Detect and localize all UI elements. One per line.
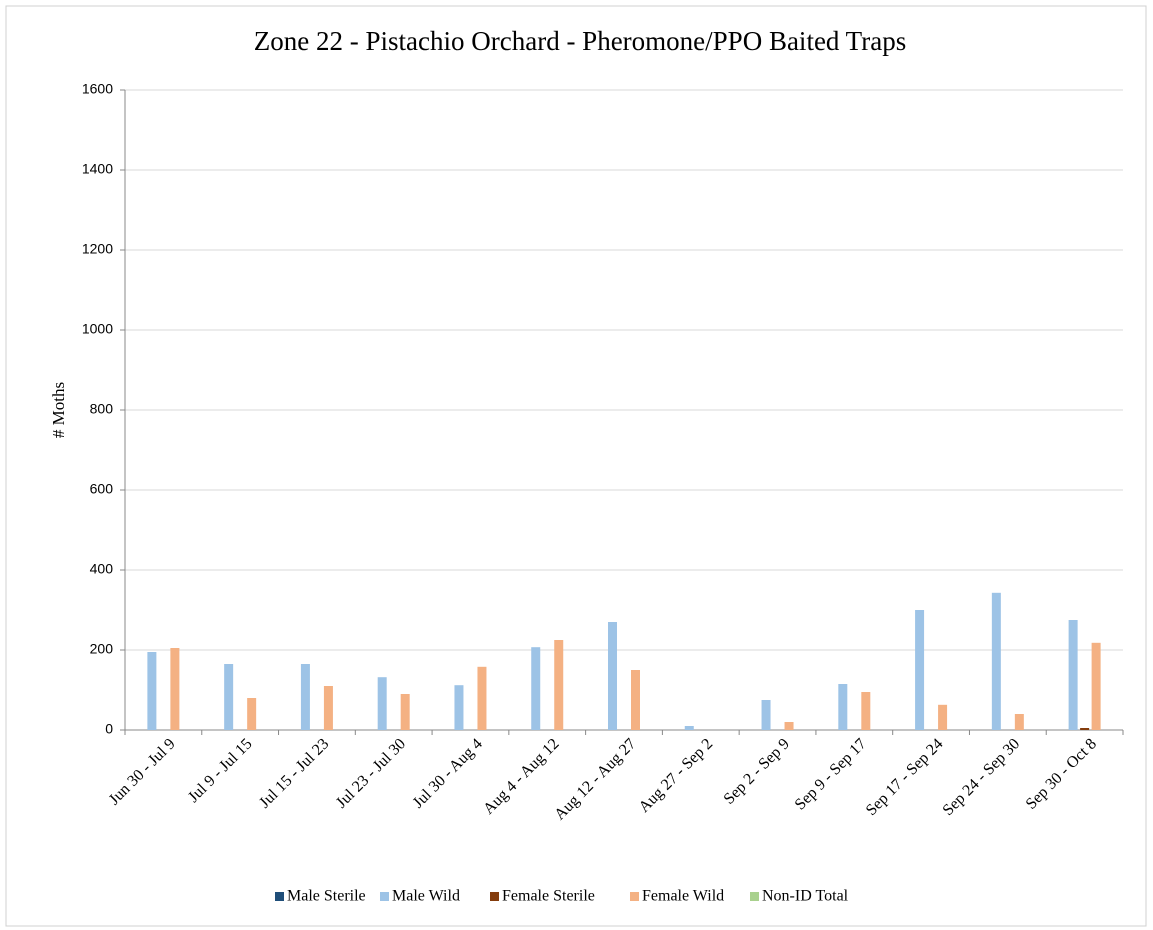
bar [1068, 620, 1078, 730]
legend-label: Female Wild [642, 888, 724, 905]
bar [861, 692, 871, 730]
bar [761, 700, 771, 730]
y-tick-label: 400 [90, 561, 114, 577]
bar [554, 640, 564, 730]
bar [224, 664, 234, 730]
legend-label: Non-ID Total [762, 888, 849, 905]
bar [477, 666, 487, 730]
legend-label: Male Sterile [287, 888, 366, 905]
bar [531, 647, 541, 730]
bar [147, 652, 157, 730]
bar [991, 592, 1001, 730]
y-tick-label: 200 [90, 641, 114, 657]
bar [631, 670, 640, 730]
bar [838, 684, 848, 730]
bar [784, 722, 794, 730]
y-tick-label: 600 [90, 481, 114, 497]
bar [377, 677, 387, 730]
legend-label: Female Sterile [502, 888, 595, 905]
legend-swatch [630, 892, 639, 901]
chart-title: Zone 22 - Pistachio Orchard - Pheromone/… [254, 26, 906, 56]
legend-swatch [275, 892, 284, 901]
bar [684, 726, 694, 730]
legend-swatch [380, 892, 389, 901]
y-tick-label: 0 [105, 721, 113, 737]
y-axis-label: # Moths [49, 382, 68, 438]
bar [247, 698, 257, 730]
bar [1091, 642, 1101, 730]
y-tick-label: 1400 [82, 161, 113, 177]
y-tick-label: 1000 [82, 321, 113, 337]
y-tick-label: 800 [90, 401, 114, 417]
bar [608, 622, 617, 730]
legend-swatch [490, 892, 499, 901]
bar [1014, 714, 1024, 730]
chart-frame [5, 5, 1147, 927]
y-tick-label: 1600 [82, 81, 113, 97]
bar [300, 664, 310, 730]
bar [1080, 728, 1090, 730]
bar [938, 704, 948, 730]
bar [170, 648, 180, 730]
bar [454, 685, 464, 730]
legend-swatch [750, 892, 759, 901]
y-tick-label: 1200 [82, 241, 113, 257]
bar [400, 694, 410, 730]
legend-label: Male Wild [392, 888, 460, 905]
bar [915, 610, 925, 730]
bar [323, 686, 333, 730]
